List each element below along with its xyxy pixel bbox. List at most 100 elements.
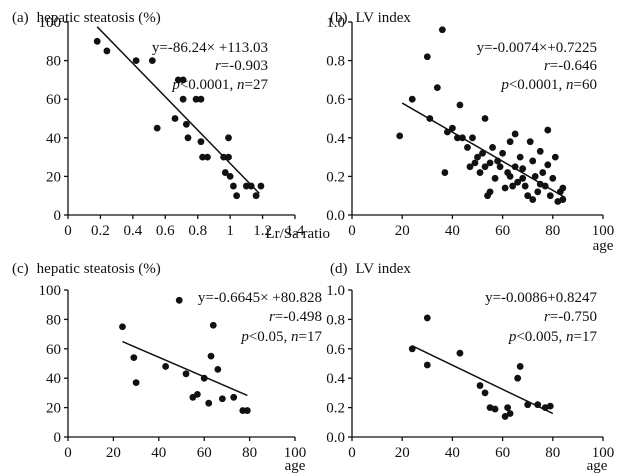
- data-point: [171, 115, 179, 122]
- data-point: [204, 153, 211, 161]
- data-point: [209, 321, 217, 329]
- data-point: [132, 379, 140, 387]
- regression-equation: y=-86.24× +113.03: [152, 40, 268, 56]
- y-tick-label: 40: [46, 131, 61, 147]
- regression-equation: y=-0.0086+0.8247: [485, 290, 597, 306]
- panel-title-text: LV index: [356, 10, 412, 26]
- data-point: [516, 153, 524, 161]
- x-tick-label: 0.8: [188, 223, 207, 239]
- y-tick-label: 0.6: [326, 342, 345, 358]
- data-point: [526, 138, 534, 146]
- x-tick-label: 20: [395, 223, 410, 239]
- data-point: [456, 101, 464, 109]
- y-tick-label: 0: [54, 430, 62, 446]
- y-tick-label: 0: [54, 208, 62, 224]
- data-point: [464, 144, 471, 151]
- y-tick-label: 20: [46, 169, 61, 185]
- data-point: [524, 192, 532, 200]
- data-point: [148, 57, 156, 64]
- y-tick-label: 100: [39, 283, 62, 299]
- data-point: [496, 163, 504, 171]
- x-axis-label: age: [593, 238, 614, 254]
- data-point: [456, 349, 464, 357]
- regression-equation: y=-0.6645× +80.828: [198, 290, 322, 306]
- regression-line: [401, 102, 566, 199]
- data-point: [519, 174, 527, 182]
- data-point: [205, 399, 213, 407]
- panel-title: (b) LV index: [330, 10, 411, 26]
- correlation-r: r=-0.903: [215, 58, 268, 74]
- data-point: [162, 363, 170, 370]
- data-point: [192, 95, 200, 103]
- data-point: [529, 196, 537, 203]
- y-tick-label: 0.4: [326, 131, 345, 147]
- y-tick-label: 60: [46, 92, 61, 108]
- data-point: [449, 124, 456, 132]
- data-point: [423, 53, 431, 61]
- data-point: [252, 192, 260, 200]
- data-point: [506, 410, 514, 417]
- data-point: [423, 314, 431, 322]
- data-point: [479, 149, 486, 157]
- data-point: [481, 389, 489, 397]
- data-point: [233, 192, 241, 200]
- p-value-n: p<0.05, n=17: [240, 329, 322, 345]
- chart-panel-c: (c) hepatic steatosis (%) 0 20 40 60 80 100 0 20 4…: [12, 261, 322, 473]
- correlation-r: r=-0.750: [544, 309, 597, 325]
- x-tick-label: 40: [445, 445, 460, 461]
- p-value-n: p<0.0001, n=60: [500, 77, 597, 93]
- data-point: [511, 130, 519, 138]
- y-tick-label: 0.2: [326, 169, 345, 185]
- correlation-r: r=-0.498: [269, 309, 322, 325]
- x-tick-label: 0: [64, 223, 72, 239]
- data-point: [511, 163, 519, 171]
- regression-line: [96, 26, 260, 194]
- data-point: [179, 76, 187, 84]
- data-point: [499, 149, 506, 157]
- y-tick-label: 0.0: [326, 208, 345, 224]
- data-point: [546, 192, 554, 200]
- data-point: [132, 57, 140, 64]
- data-point: [174, 76, 182, 84]
- x-axis-label: age: [587, 458, 608, 473]
- y-tick-label: 0.0: [326, 430, 345, 446]
- x-tick-label: 0.6: [156, 223, 175, 239]
- y-tick-label: 20: [46, 401, 61, 417]
- x-tick-label: 40: [445, 223, 460, 239]
- data-point: [225, 134, 232, 142]
- panel-title-text: hepatic steatosis (%): [37, 261, 161, 277]
- data-point: [476, 169, 484, 176]
- x-tick-label: 1.2: [253, 223, 272, 239]
- data-point: [119, 323, 126, 331]
- x-tick-label: 0: [348, 223, 356, 239]
- data-point: [230, 393, 238, 401]
- x-tick-label: 1.4: [286, 223, 305, 239]
- data-point: [469, 134, 476, 142]
- data-point: [509, 182, 517, 190]
- data-point: [182, 370, 190, 378]
- x-tick-label: 60: [495, 223, 510, 239]
- data-point: [466, 163, 474, 171]
- data-point: [197, 95, 205, 103]
- x-tick-label: 0.2: [91, 223, 110, 239]
- data-point: [514, 178, 522, 186]
- x-tick-label: 20: [106, 445, 121, 461]
- data-point: [207, 352, 215, 360]
- data-point: [257, 182, 265, 190]
- y-tick-label: 60: [46, 342, 61, 358]
- panel-label: (d): [330, 261, 348, 277]
- y-tick-label: 80: [46, 54, 61, 70]
- data-point: [491, 405, 499, 413]
- data-point: [199, 153, 206, 161]
- data-point: [130, 354, 138, 362]
- data-point: [544, 161, 552, 169]
- data-point: [423, 361, 431, 369]
- panel-label: (c): [12, 261, 29, 277]
- chart-panel-a: (a) hepatic steatosis (%) 0 0.2 0.4 0.6 0.8 1 1.…: [12, 10, 330, 242]
- y-tick-label: 1.0: [326, 283, 345, 299]
- data-point: [546, 402, 554, 410]
- data-point: [225, 153, 232, 161]
- data-point: [501, 413, 509, 420]
- chart-panels: (a) hepatic steatosis (%)0 0.2 0.4 0.6 0.8 1 1.…: [12, 10, 614, 473]
